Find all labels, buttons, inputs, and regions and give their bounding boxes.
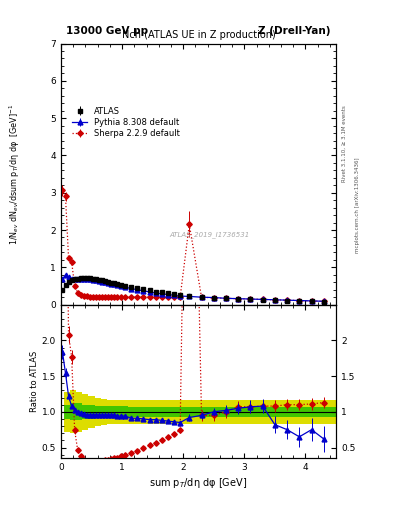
Text: mcplots.cern.ch [arXiv:1306.3436]: mcplots.cern.ch [arXiv:1306.3436] [355, 157, 360, 252]
Y-axis label: Ratio to ATLAS: Ratio to ATLAS [30, 351, 39, 412]
Legend: ATLAS, Pythia 8.308 default, Sherpa 2.2.9 default: ATLAS, Pythia 8.308 default, Sherpa 2.2.… [71, 105, 182, 140]
Y-axis label: 1/N$_{ev}$ dN$_{ev}$/dsum p$_T$/dη dφ  [GeV]$^{-1}$: 1/N$_{ev}$ dN$_{ev}$/dsum p$_T$/dη dφ [G… [8, 103, 22, 245]
Title: Nch (ATLAS UE in Z production): Nch (ATLAS UE in Z production) [121, 30, 275, 40]
Text: ATLAS_2019_I1736531: ATLAS_2019_I1736531 [169, 231, 250, 238]
Text: Z (Drell-Yan): Z (Drell-Yan) [258, 26, 331, 36]
Text: 13000 GeV pp: 13000 GeV pp [66, 26, 149, 36]
Text: Rivet 3.1.10, ≥ 3.1M events: Rivet 3.1.10, ≥ 3.1M events [342, 105, 346, 182]
X-axis label: sum p$_T$/dη dφ [GeV]: sum p$_T$/dη dφ [GeV] [149, 476, 248, 490]
